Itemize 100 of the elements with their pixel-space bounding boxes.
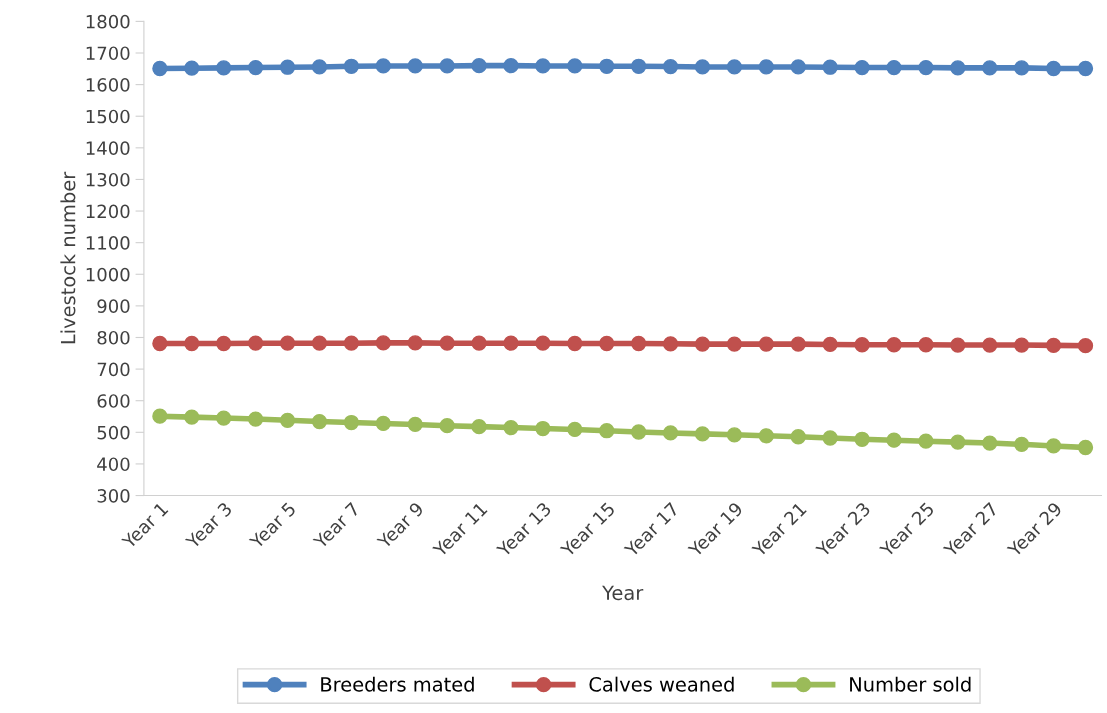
point: [279, 412, 296, 428]
point: [1077, 338, 1094, 354]
y-tick-label: 900: [97, 299, 130, 313]
point: [599, 58, 615, 74]
point: [247, 335, 264, 351]
y-tick-label: 400: [97, 457, 130, 472]
point: [152, 335, 168, 352]
y-tick-label: 1100: [86, 236, 130, 250]
y-tick-label: 600: [97, 394, 130, 408]
point: [535, 420, 551, 437]
point: [599, 335, 615, 352]
point: [375, 415, 391, 432]
point: [535, 58, 551, 74]
point: [918, 59, 934, 76]
point: [694, 426, 711, 442]
point: [790, 336, 806, 352]
point: [631, 424, 647, 440]
point: [950, 434, 966, 450]
point: [567, 421, 583, 438]
point: [439, 418, 455, 434]
point: [631, 58, 647, 74]
point: [886, 337, 902, 353]
point: [311, 335, 328, 351]
point: [503, 419, 519, 436]
point: [662, 58, 679, 75]
legend-label: Calves weaned: [589, 676, 734, 692]
point: [631, 335, 647, 352]
point: [311, 59, 328, 75]
point: [184, 60, 200, 76]
point: [758, 336, 774, 352]
point: [982, 435, 998, 451]
point: [1045, 438, 1062, 454]
point: [343, 335, 360, 351]
point: [503, 58, 519, 74]
point: [662, 425, 679, 441]
y-tick-label: 1800: [86, 14, 130, 29]
point: [982, 60, 998, 76]
point: [982, 337, 998, 353]
point: [822, 336, 838, 353]
y-tick-label: 300: [97, 488, 130, 503]
point: [471, 418, 487, 435]
point: [567, 58, 583, 74]
x-axis-title: Year: [602, 585, 644, 601]
point: [216, 410, 232, 426]
point: [247, 411, 264, 427]
point: [1014, 436, 1030, 452]
point: [918, 337, 934, 353]
point: [184, 335, 200, 352]
point: [726, 427, 743, 443]
y-tick-label: 1300: [86, 172, 130, 187]
point: [471, 335, 487, 351]
point: [950, 337, 966, 353]
point: [790, 59, 806, 75]
point: [343, 58, 360, 74]
point: [343, 414, 360, 431]
y-tick-label: 1400: [86, 141, 130, 155]
point: [886, 432, 902, 448]
point: [375, 58, 391, 74]
point: [407, 58, 423, 74]
point: [854, 337, 870, 353]
point: [567, 335, 583, 352]
point: [247, 59, 264, 76]
point: [726, 59, 743, 75]
point: [662, 336, 679, 352]
point: [1014, 60, 1030, 76]
point: [1045, 60, 1062, 77]
y-axis-title: Livestock number: [60, 171, 76, 344]
y-tick-label: 1700: [86, 46, 130, 61]
y-tick-label: 1500: [86, 109, 130, 124]
point: [407, 416, 423, 433]
point: [599, 423, 615, 439]
point: [152, 408, 168, 424]
y-tick-label: 1200: [86, 204, 130, 219]
point: [471, 58, 487, 74]
point: [758, 59, 774, 75]
point: [694, 59, 711, 75]
point: [152, 60, 168, 77]
point: [279, 59, 296, 75]
point: [407, 335, 423, 351]
y-tick-label: 800: [97, 330, 130, 345]
point: [918, 433, 934, 449]
point: [1077, 60, 1094, 77]
point: [439, 335, 455, 351]
point: [216, 60, 232, 76]
point: [279, 335, 296, 351]
point: [950, 60, 966, 76]
y-tick-label: 1600: [86, 78, 130, 92]
point: [790, 429, 806, 445]
point: [216, 335, 232, 352]
y-tick-label: 500: [97, 425, 130, 440]
legend-label: Breeders mated: [321, 676, 474, 692]
point: [854, 59, 870, 76]
point: [311, 413, 328, 430]
point: [503, 335, 519, 351]
point: [439, 58, 455, 74]
legend-label: Number sold: [850, 676, 971, 692]
point: [184, 409, 200, 425]
point: [375, 335, 391, 351]
y-tick-label: 700: [97, 362, 130, 377]
point: [1077, 439, 1094, 456]
